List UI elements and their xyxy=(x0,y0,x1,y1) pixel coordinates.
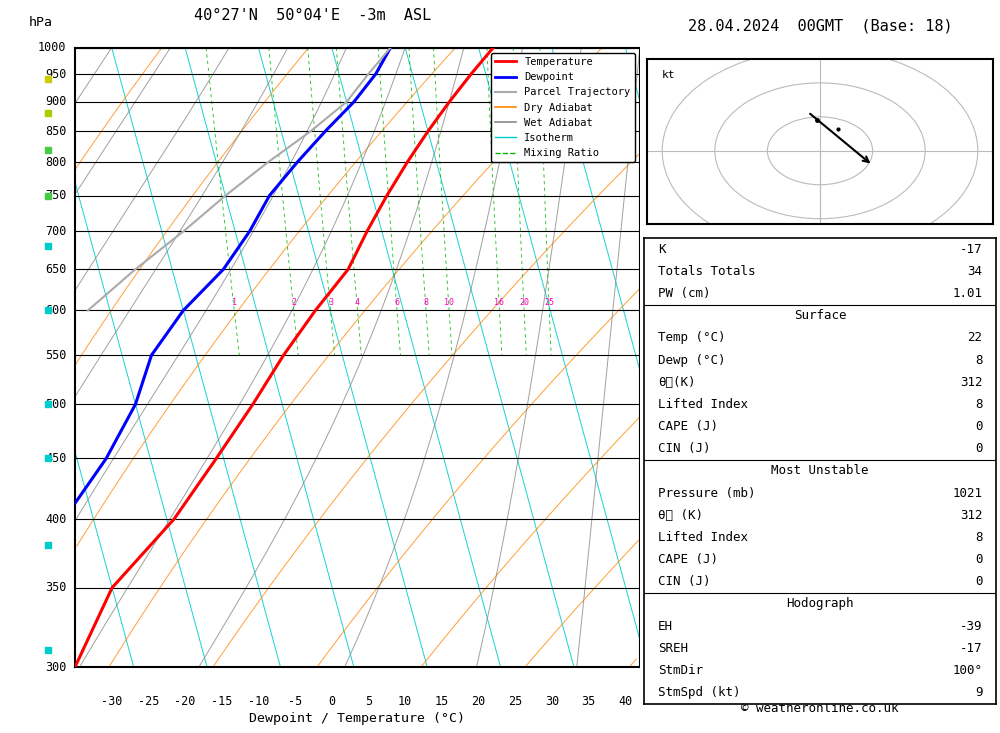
Text: 300: 300 xyxy=(45,660,67,674)
Text: kt: kt xyxy=(662,70,676,80)
Text: 8: 8 xyxy=(647,594,654,608)
Text: 3: 3 xyxy=(328,298,333,306)
Text: 0: 0 xyxy=(975,420,982,433)
Text: Dewpoint / Temperature (°C): Dewpoint / Temperature (°C) xyxy=(249,712,465,725)
Text: 0: 0 xyxy=(975,553,982,566)
Text: K: K xyxy=(658,243,665,256)
Text: 850: 850 xyxy=(45,125,67,138)
Text: 100°: 100° xyxy=(952,664,982,677)
Text: 3: 3 xyxy=(647,224,654,237)
Text: 6: 6 xyxy=(394,298,399,306)
Text: 900: 900 xyxy=(45,95,67,108)
Text: 450: 450 xyxy=(45,452,67,465)
Text: 8: 8 xyxy=(975,353,982,366)
Text: Hodograph: Hodograph xyxy=(786,597,854,611)
Text: 10: 10 xyxy=(398,695,412,708)
Text: StmDir: StmDir xyxy=(658,664,703,677)
Text: 5: 5 xyxy=(365,695,372,708)
Text: Pressure (mb): Pressure (mb) xyxy=(658,487,755,500)
Text: 1: 1 xyxy=(232,298,237,306)
Text: CAPE (J): CAPE (J) xyxy=(658,420,718,433)
Text: Most Unstable: Most Unstable xyxy=(771,465,869,477)
Legend: Temperature, Dewpoint, Parcel Trajectory, Dry Adiabat, Wet Adiabat, Isotherm, Mi: Temperature, Dewpoint, Parcel Trajectory… xyxy=(491,53,635,163)
Text: 4: 4 xyxy=(355,298,360,306)
Text: 25: 25 xyxy=(508,695,522,708)
Text: 8: 8 xyxy=(423,298,428,306)
Text: 6: 6 xyxy=(647,438,654,452)
Text: StmSpd (kt): StmSpd (kt) xyxy=(658,686,740,699)
Text: -17: -17 xyxy=(960,243,982,256)
Text: Lifted Index: Lifted Index xyxy=(658,398,748,411)
Text: 0: 0 xyxy=(975,442,982,455)
Text: km
ASL: km ASL xyxy=(655,0,676,26)
Text: 4: 4 xyxy=(647,291,654,304)
Text: 1: 1 xyxy=(647,92,654,106)
Text: -15: -15 xyxy=(211,695,232,708)
Text: θᴇ (K): θᴇ (K) xyxy=(658,509,703,522)
Text: -30: -30 xyxy=(101,695,122,708)
Text: 650: 650 xyxy=(45,262,67,276)
Text: CIN (J): CIN (J) xyxy=(658,575,710,589)
Text: 35: 35 xyxy=(582,695,596,708)
Text: -20: -20 xyxy=(174,695,196,708)
Text: 34: 34 xyxy=(967,265,982,278)
Text: 8: 8 xyxy=(975,398,982,411)
Text: 1.01: 1.01 xyxy=(952,287,982,300)
Text: 40: 40 xyxy=(618,695,632,708)
Text: 8: 8 xyxy=(975,531,982,544)
Text: Mixing Ratio (g/kg): Mixing Ratio (g/kg) xyxy=(708,293,718,421)
Text: 950: 950 xyxy=(45,67,67,81)
Text: Dewp (°C): Dewp (°C) xyxy=(658,353,725,366)
Text: 700: 700 xyxy=(45,224,67,237)
Text: -39: -39 xyxy=(960,619,982,633)
Text: 0: 0 xyxy=(328,695,335,708)
Text: 400: 400 xyxy=(45,512,67,526)
Text: 5: 5 xyxy=(647,363,654,376)
Text: 312: 312 xyxy=(960,509,982,522)
Text: 30: 30 xyxy=(545,695,559,708)
Text: Surface: Surface xyxy=(794,309,846,323)
Text: 550: 550 xyxy=(45,349,67,361)
Text: 15: 15 xyxy=(435,695,449,708)
Text: 20: 20 xyxy=(471,695,486,708)
Text: Totals Totals: Totals Totals xyxy=(658,265,755,278)
Text: -5: -5 xyxy=(288,695,302,708)
Text: 600: 600 xyxy=(45,304,67,317)
Text: 20: 20 xyxy=(519,298,529,306)
Text: 2: 2 xyxy=(291,298,296,306)
Text: 750: 750 xyxy=(45,189,67,202)
Text: 28.04.2024  00GMT  (Base: 18): 28.04.2024 00GMT (Base: 18) xyxy=(688,18,952,33)
Text: © weatheronline.co.uk: © weatheronline.co.uk xyxy=(741,701,899,715)
Text: θᴇ(K): θᴇ(K) xyxy=(658,376,695,388)
Text: 22: 22 xyxy=(967,331,982,345)
Text: 25: 25 xyxy=(544,298,554,306)
Text: CAPE (J): CAPE (J) xyxy=(658,553,718,566)
Text: -25: -25 xyxy=(138,695,159,708)
Text: 312: 312 xyxy=(960,376,982,388)
Text: 800: 800 xyxy=(45,156,67,169)
Text: 40°27'N  50°04'E  -3m  ASL: 40°27'N 50°04'E -3m ASL xyxy=(194,8,431,23)
Text: hPa: hPa xyxy=(29,16,53,29)
Text: 500: 500 xyxy=(45,398,67,410)
Text: 7: 7 xyxy=(647,515,654,528)
Text: SREH: SREH xyxy=(658,642,688,655)
Text: 2: 2 xyxy=(647,152,654,166)
Text: LCL: LCL xyxy=(647,133,667,142)
Text: 0: 0 xyxy=(975,575,982,589)
Text: 10: 10 xyxy=(444,298,454,306)
Text: Lifted Index: Lifted Index xyxy=(658,531,748,544)
Text: 1021: 1021 xyxy=(952,487,982,500)
Text: -17: -17 xyxy=(960,642,982,655)
Text: PW (cm): PW (cm) xyxy=(658,287,710,300)
Text: CIN (J): CIN (J) xyxy=(658,442,710,455)
Text: 9: 9 xyxy=(975,686,982,699)
Text: Temp (°C): Temp (°C) xyxy=(658,331,725,345)
Text: 1000: 1000 xyxy=(38,41,67,54)
Text: 350: 350 xyxy=(45,581,67,594)
Text: -10: -10 xyxy=(248,695,269,708)
Text: 16: 16 xyxy=(494,298,504,306)
Text: EH: EH xyxy=(658,619,673,633)
